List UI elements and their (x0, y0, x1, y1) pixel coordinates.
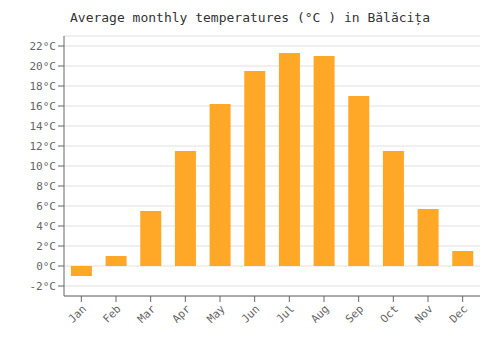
svg-text:2°C: 2°C (36, 240, 56, 253)
svg-text:Apr: Apr (170, 302, 194, 326)
svg-text:Nov: Nov (412, 302, 436, 326)
svg-text:Jul: Jul (274, 302, 297, 325)
svg-text:Mar: Mar (135, 302, 159, 326)
svg-text:Oct: Oct (378, 302, 401, 325)
svg-text:0°C: 0°C (36, 260, 56, 273)
html-text:Average monthly temperatures (: Average monthly temperatures (°C ) in Bă… (70, 10, 430, 25)
svg-text:Dec: Dec (447, 302, 470, 325)
svg-text:14°C: 14°C (30, 120, 57, 133)
svg-text:Jun: Jun (239, 302, 262, 325)
svg-text:6°C: 6°C (36, 200, 56, 213)
svg-text:4°C: 4°C (36, 220, 56, 233)
svg-text:May: May (204, 302, 228, 326)
svg-text:8°C: 8°C (36, 180, 56, 193)
svg-text:Jan: Jan (66, 302, 89, 325)
svg-text:18°C: 18°C (30, 80, 57, 93)
svg-text:Aug: Aug (308, 302, 331, 325)
svg-text:10°C: 10°C (30, 160, 57, 173)
svg-text:22°C: 22°C (30, 40, 57, 53)
svg-text:12°C: 12°C (30, 140, 57, 153)
svg-text:Feb: Feb (100, 302, 123, 325)
svg-text:Sep: Sep (343, 302, 366, 325)
svg-text:20°C: 20°C (30, 60, 57, 73)
svg-text:-2°C: -2°C (30, 280, 57, 293)
svg-text:16°C: 16°C (30, 100, 57, 113)
